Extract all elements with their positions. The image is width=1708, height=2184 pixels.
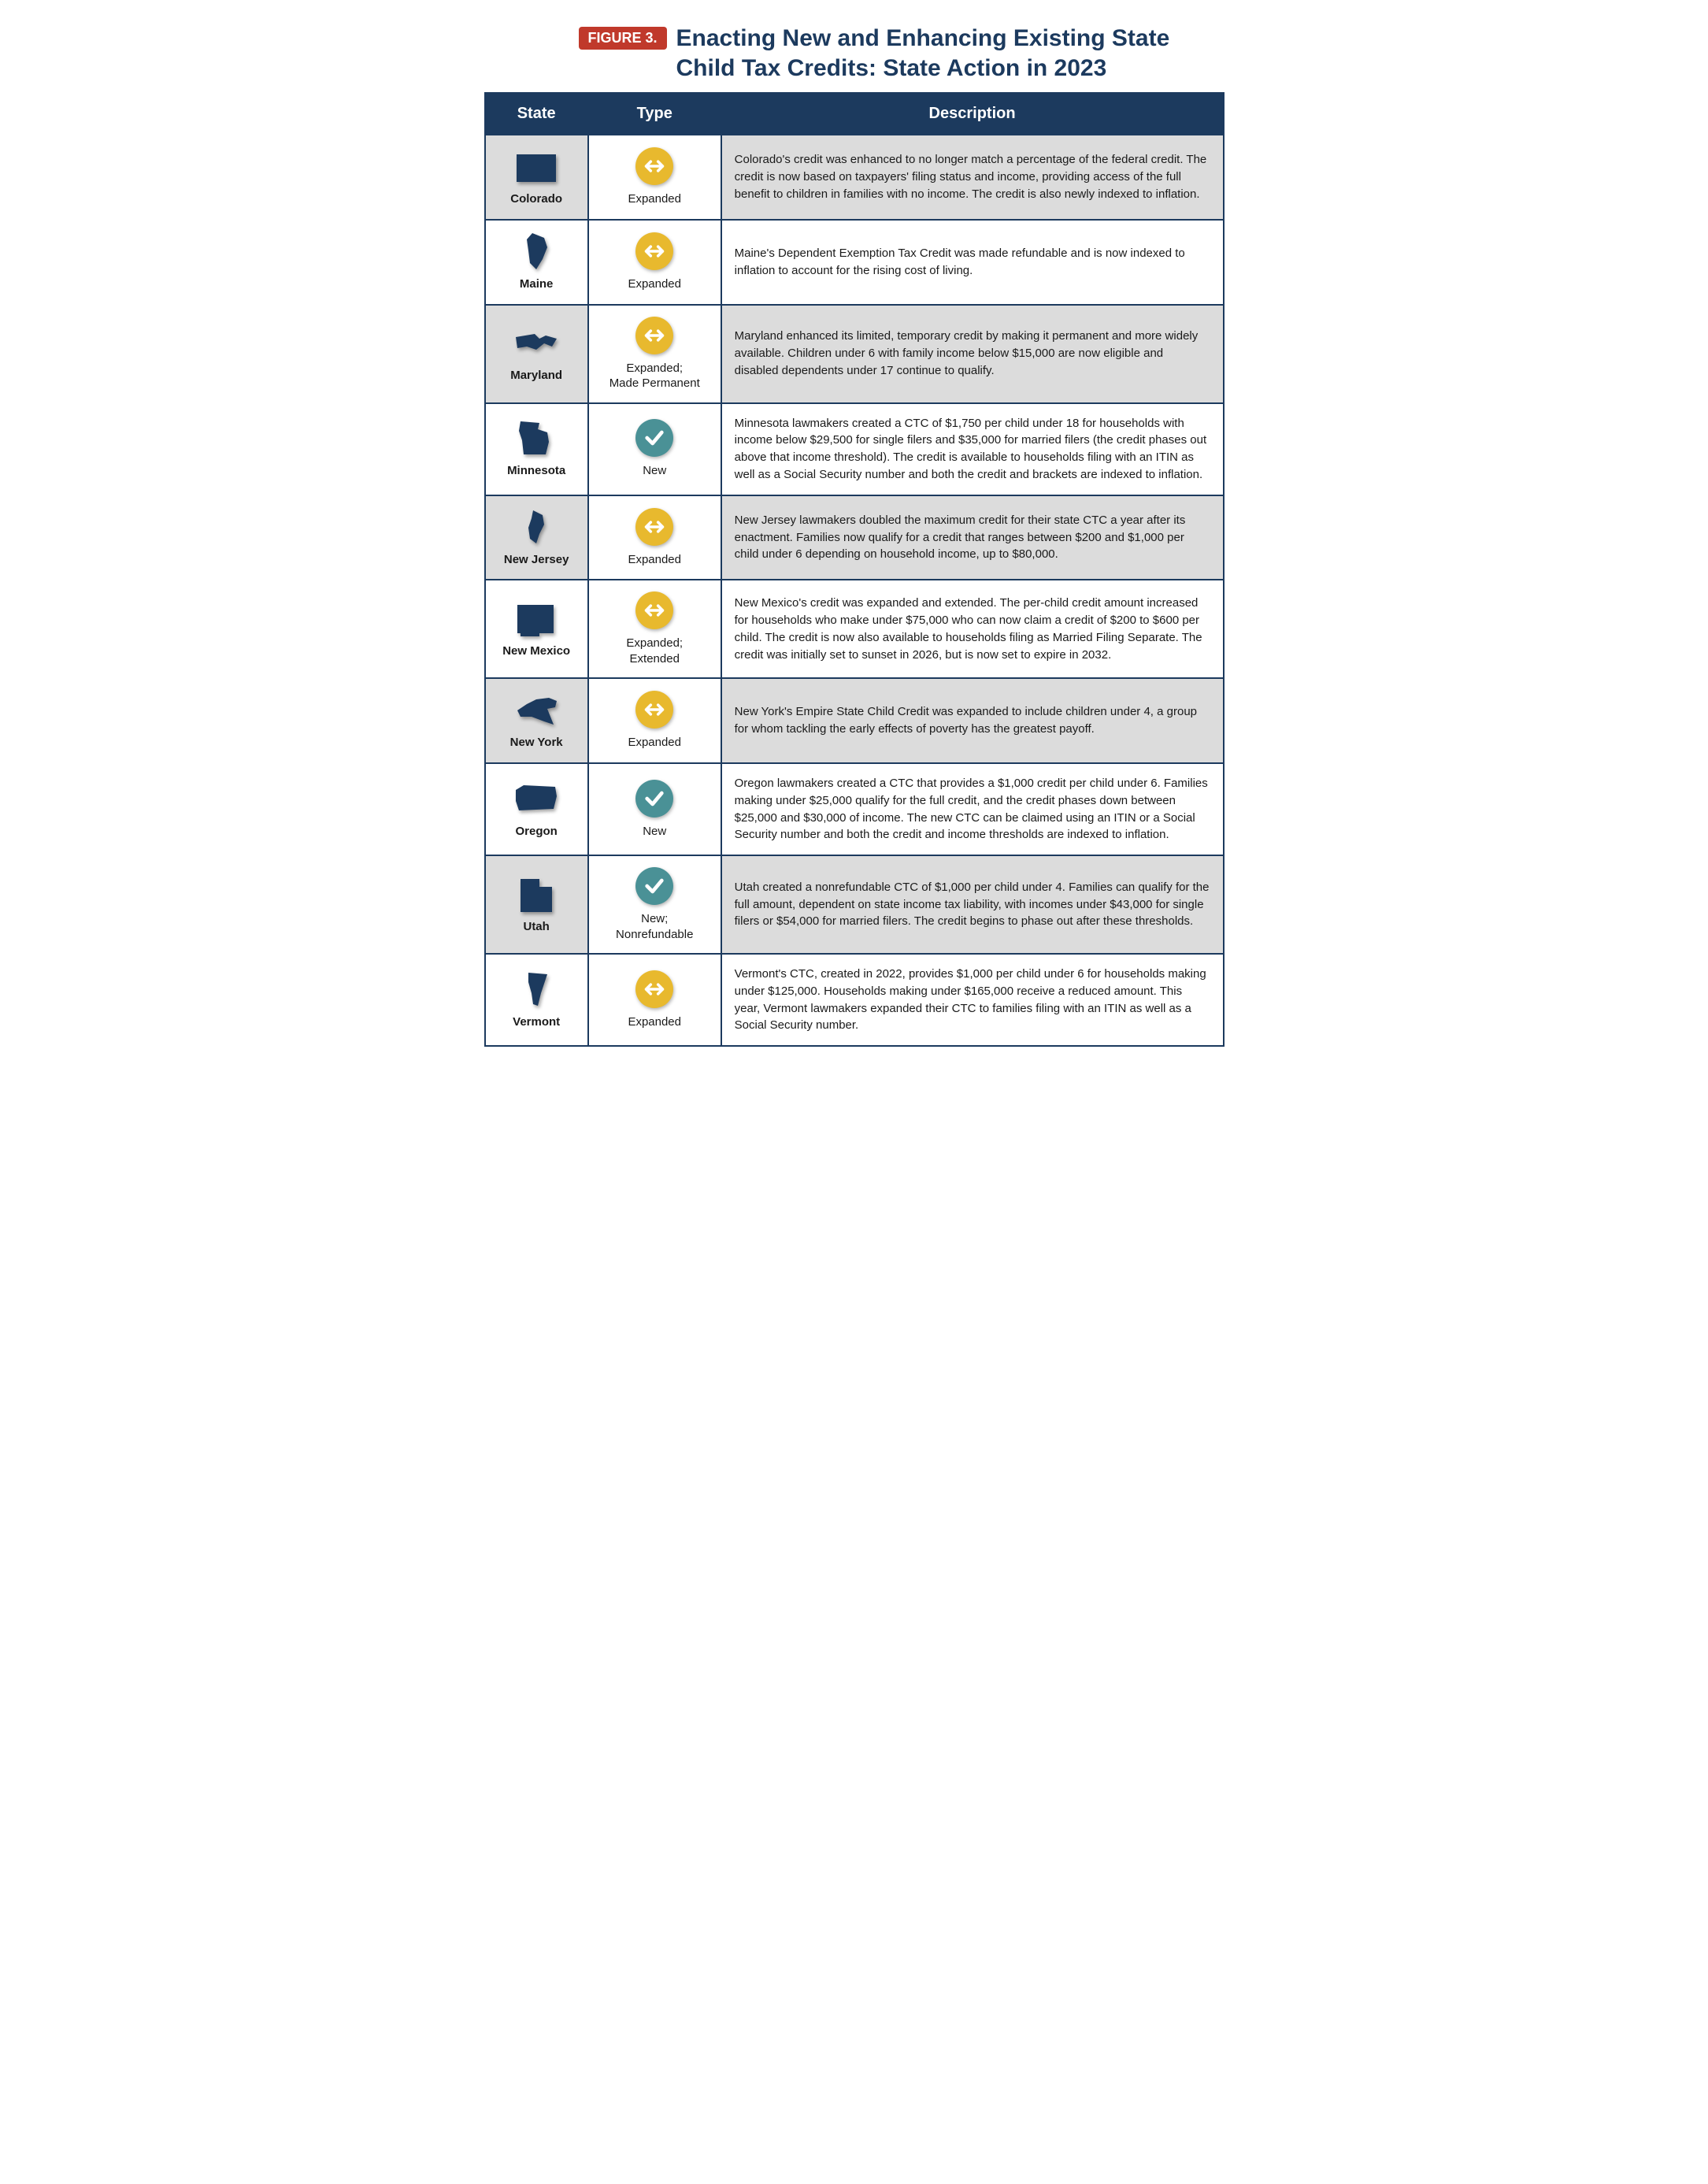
cell-state: Utah — [485, 855, 588, 954]
arrows-horizontal-icon — [635, 317, 673, 354]
table-row: Maryland Expanded;Made Permanent Maryland … — [485, 305, 1224, 403]
type-label: Expanded — [602, 552, 708, 568]
cell-description: Vermont's CTC, created in 2022, provides… — [721, 954, 1224, 1046]
figure-container: FIGURE 3. Enacting New and Enhancing Exi… — [484, 24, 1224, 1047]
cell-description: Maryland enhanced its limited, temporary… — [721, 305, 1224, 403]
cell-description: Maine's Dependent Exemption Tax Credit w… — [721, 220, 1224, 305]
cell-description: New York's Empire State Child Credit was… — [721, 678, 1224, 763]
cell-state: New York — [485, 678, 588, 763]
arrows-horizontal-icon — [635, 232, 673, 270]
table-row: Minnesota New Minnesota lawmakers created … — [485, 403, 1224, 495]
state-name: Utah — [498, 918, 575, 936]
cell-state: Colorado — [485, 135, 588, 220]
cell-state: Minnesota — [485, 403, 588, 495]
state-silhouette-icon — [513, 599, 560, 638]
check-icon — [635, 867, 673, 905]
check-icon — [635, 419, 673, 457]
col-header-type: Type — [588, 93, 721, 135]
table-row: Vermont Expanded Vermont's CTC, created in… — [485, 954, 1224, 1046]
table-row: Oregon New Oregon lawmakers created a CTC … — [485, 763, 1224, 855]
figure-badge: FIGURE 3. — [579, 27, 667, 50]
type-label: New;Nonrefundable — [602, 911, 708, 942]
cell-type: New — [588, 763, 721, 855]
state-name: Minnesota — [498, 462, 575, 480]
table-row: New Jersey Expanded New Jersey lawmakers d… — [485, 495, 1224, 580]
table-row: Colorado Expanded Colorado's credit was en… — [485, 135, 1224, 220]
cell-type: New;Nonrefundable — [588, 855, 721, 954]
table-header-row: State Type Description — [485, 93, 1224, 135]
state-ctc-table: State Type Description ColoradoExpandedC… — [484, 92, 1224, 1047]
arrows-horizontal-icon — [635, 508, 673, 546]
cell-description: Utah created a nonrefundable CTC of $1,0… — [721, 855, 1224, 954]
type-label: Expanded;Extended — [602, 636, 708, 666]
state-silhouette-icon — [513, 507, 560, 547]
cell-type: Expanded — [588, 220, 721, 305]
cell-type: New — [588, 403, 721, 495]
cell-state: Vermont — [485, 954, 588, 1046]
state-silhouette-icon — [513, 690, 560, 729]
cell-description: Colorado's credit was enhanced to no lon… — [721, 135, 1224, 220]
cell-type: Expanded — [588, 954, 721, 1046]
type-label: Expanded — [602, 1014, 708, 1030]
type-label: Expanded;Made Permanent — [602, 361, 708, 391]
type-label: Expanded — [602, 191, 708, 207]
state-name: Maryland — [498, 367, 575, 384]
state-name: New York — [498, 734, 575, 751]
state-silhouette-icon — [513, 232, 560, 271]
cell-type: Expanded;Made Permanent — [588, 305, 721, 403]
cell-description: New Mexico's credit was expanded and ext… — [721, 580, 1224, 678]
type-label: New — [602, 463, 708, 479]
state-silhouette-icon — [513, 779, 560, 818]
state-name: Maine — [498, 276, 575, 293]
table-row: Maine Expanded Maine's Dependent Exemption… — [485, 220, 1224, 305]
state-name: New Mexico — [498, 643, 575, 660]
table-row: Utah New;Nonrefundable Utah created a nonr… — [485, 855, 1224, 954]
cell-description: Oregon lawmakers created a CTC that prov… — [721, 763, 1224, 855]
state-name: New Jersey — [498, 551, 575, 569]
col-header-description: Description — [721, 93, 1224, 135]
state-silhouette-icon — [513, 874, 560, 914]
state-silhouette-icon — [513, 970, 560, 1009]
col-header-state: State — [485, 93, 588, 135]
table-row: New York Expanded New York's Empire State … — [485, 678, 1224, 763]
state-silhouette-icon — [513, 418, 560, 458]
cell-state: Maine — [485, 220, 588, 305]
state-silhouette-icon — [513, 323, 560, 362]
state-name: Colorado — [498, 191, 575, 208]
arrows-horizontal-icon — [635, 147, 673, 185]
cell-state: Maryland — [485, 305, 588, 403]
type-label: Expanded — [602, 276, 708, 292]
state-silhouette-icon — [513, 146, 560, 186]
figure-title: Enacting New and Enhancing Existing Stat… — [676, 24, 1224, 83]
check-icon — [635, 780, 673, 818]
arrows-horizontal-icon — [635, 970, 673, 1008]
cell-description: Minnesota lawmakers created a CTC of $1,… — [721, 403, 1224, 495]
state-name: Vermont — [498, 1014, 575, 1031]
cell-type: Expanded — [588, 495, 721, 580]
type-label: Expanded — [602, 735, 708, 751]
cell-state: New Mexico — [485, 580, 588, 678]
cell-type: Expanded — [588, 135, 721, 220]
table-row: New Mexico Expanded;Extended New Mexico's … — [485, 580, 1224, 678]
cell-state: Oregon — [485, 763, 588, 855]
cell-type: Expanded;Extended — [588, 580, 721, 678]
arrows-horizontal-icon — [635, 691, 673, 729]
cell-type: Expanded — [588, 678, 721, 763]
state-name: Oregon — [498, 823, 575, 840]
arrows-horizontal-icon — [635, 591, 673, 629]
cell-state: New Jersey — [485, 495, 588, 580]
type-label: New — [602, 824, 708, 840]
cell-description: New Jersey lawmakers doubled the maximum… — [721, 495, 1224, 580]
figure-header: FIGURE 3. Enacting New and Enhancing Exi… — [484, 24, 1224, 83]
